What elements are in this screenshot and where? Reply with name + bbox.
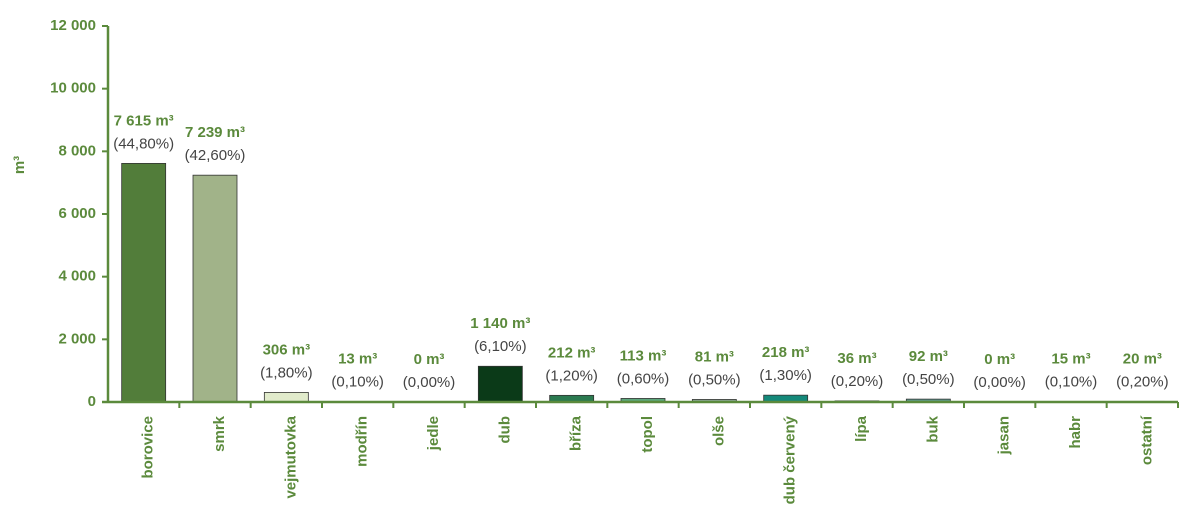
value-label: 0 m³: [414, 351, 445, 368]
share-label: (0,10%): [1045, 373, 1098, 390]
y-tick-label: 12 000: [50, 17, 96, 34]
share-label: (0,00%): [403, 374, 456, 391]
share-label: (1,80%): [260, 364, 313, 381]
y-tick-label: 6 000: [58, 205, 96, 222]
y-axis-label: m³: [11, 156, 28, 174]
y-tick-label: 4 000: [58, 268, 96, 285]
bar: [477, 365, 523, 403]
share-label: (44,80%): [113, 135, 174, 152]
bar: [263, 392, 309, 403]
share-label: (6,10%): [474, 338, 527, 355]
x-tick-label: vejmutovka: [282, 415, 299, 498]
value-label: 92 m³: [909, 348, 948, 365]
x-tick-label: borovice: [140, 416, 157, 479]
x-tick-label: bříza: [568, 415, 585, 451]
y-tick-label: 8 000: [58, 142, 96, 159]
value-label: 1 140 m³: [470, 315, 530, 332]
x-tick-label: jedle: [425, 416, 442, 451]
value-label: 212 m³: [548, 344, 596, 361]
value-label: 81 m³: [695, 348, 734, 365]
value-label: 218 m³: [762, 344, 810, 361]
share-label: (42,60%): [185, 147, 246, 164]
value-label: 113 m³: [620, 347, 667, 364]
value-label: 7 239 m³: [185, 124, 245, 141]
x-tick-label: olše: [710, 416, 727, 446]
value-label: 15 m³: [1051, 350, 1090, 367]
share-label: (0,10%): [331, 374, 384, 391]
x-tick-label: lípa: [853, 415, 870, 441]
value-label: 20 m³: [1123, 350, 1162, 367]
bar: [192, 174, 238, 403]
x-tick-label: jasan: [996, 416, 1013, 455]
x-tick-label: ostatní: [1138, 415, 1155, 465]
share-label: (0,20%): [1116, 373, 1169, 390]
value-label: 306 m³: [263, 341, 311, 358]
share-label: (1,20%): [545, 367, 598, 384]
y-tick-label: 10 000: [50, 80, 96, 97]
share-label: (0,00%): [973, 374, 1026, 391]
y-tick-label: 0: [88, 393, 96, 410]
x-tick-label: buk: [924, 415, 941, 442]
share-label: (0,60%): [617, 370, 670, 387]
share-label: (0,20%): [831, 373, 884, 390]
value-label: 0 m³: [984, 351, 1015, 368]
bar: [121, 162, 167, 403]
value-label: 36 m³: [837, 350, 876, 367]
x-tick-label: modřín: [354, 416, 371, 467]
share-label: (0,50%): [688, 371, 741, 388]
x-tick-label: dub: [496, 416, 513, 444]
share-label: (0,50%): [902, 371, 955, 388]
value-label: 7 615 m³: [114, 112, 174, 129]
x-tick-label: smrk: [211, 415, 228, 452]
x-tick-label: dub červený: [782, 415, 799, 504]
value-label: 13 m³: [338, 351, 377, 368]
y-tick-label: 2 000: [58, 330, 96, 347]
x-tick-label: habr: [1067, 416, 1084, 449]
x-tick-label: topol: [639, 416, 656, 453]
share-label: (1,30%): [759, 367, 812, 384]
